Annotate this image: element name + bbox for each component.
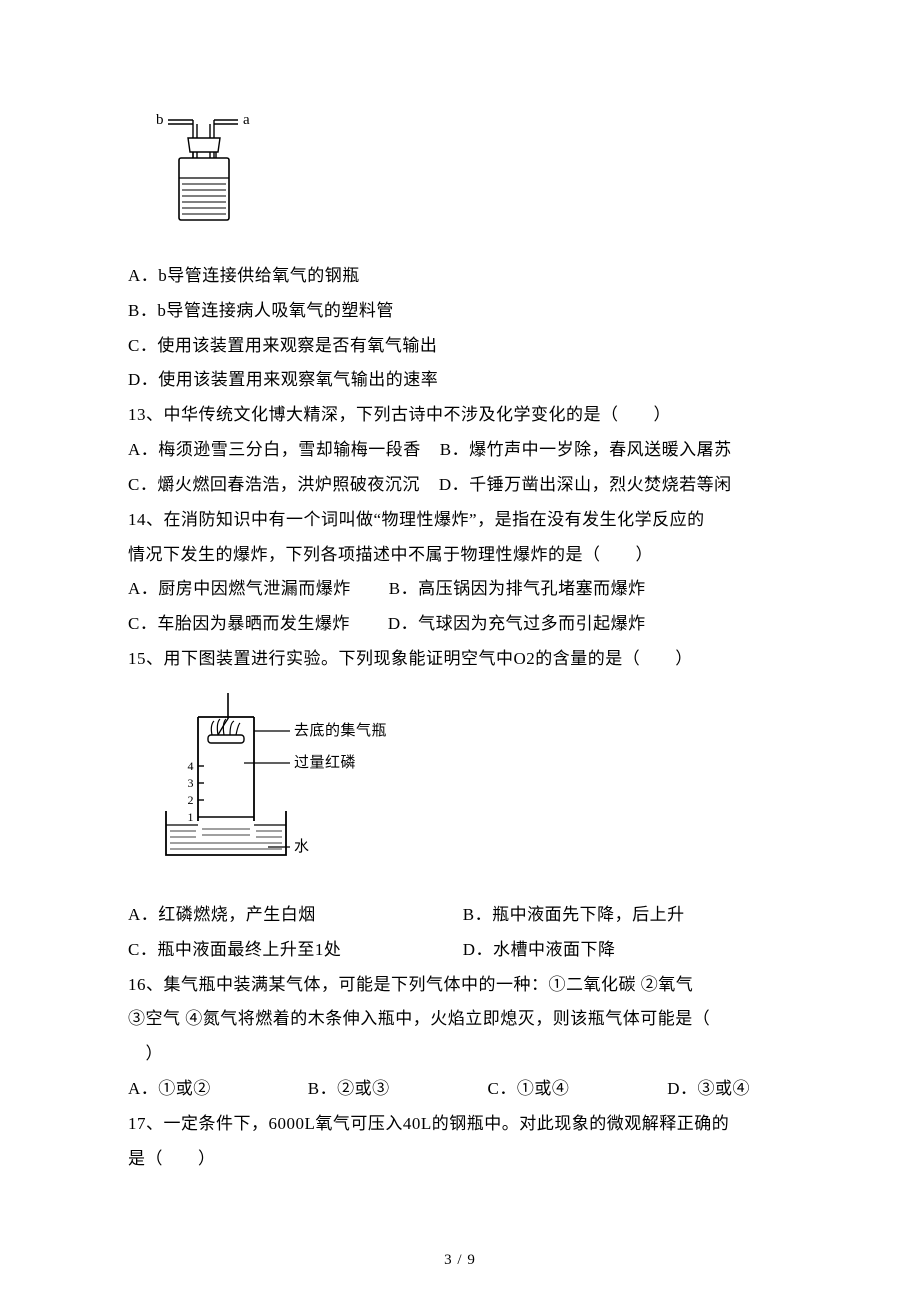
q12-opt-d: D．使用该装置用来观察氧气输出的速率 [128, 363, 792, 398]
q15-row2: C．瓶中液面最终上升至1处 D．水槽中液面下降 [128, 933, 792, 968]
q12-opt-b: B．b导管连接病人吸氧气的塑料管 [128, 294, 792, 329]
page-number: 3 / 9 [0, 1245, 920, 1276]
fig1-label-b: b [156, 112, 164, 128]
q14-stem-2: 情况下发生的爆炸，下列各项描述中不属于物理性爆炸的是（ ） [128, 538, 792, 573]
q13-opt-b: B．爆竹声中一岁除，春风送暖入屠苏 [440, 440, 732, 459]
fig1-label-a: a [243, 112, 250, 128]
q17-stem-1: 17、一定条件下，6000L氧气可压入40L的钢瓶中。对此现象的微观解释正确的 [128, 1107, 792, 1142]
q13-row2: C．爝火燃回春浩浩，洪炉照破夜沉沉 D．千锤万凿出深山，烈火焚烧若等闲 [128, 468, 792, 503]
q14-opt-b: B．高压锅因为排气孔堵塞而爆炸 [389, 579, 646, 598]
q14-opt-a: A．厨房中因燃气泄漏而爆炸 [128, 579, 351, 598]
q15-opt-c: C．瓶中液面最终上升至1处 [128, 933, 458, 968]
q16-stem-3: ） [128, 1037, 792, 1072]
svg-text:2: 2 [188, 793, 195, 807]
svg-text:1: 1 [188, 810, 195, 824]
fig2-label-water: 水 [294, 838, 310, 855]
q15-opt-d: D．水槽中液面下降 [463, 940, 616, 959]
q14-row2: C．车胎因为暴晒而发生爆炸 D．气球因为充气过多而引起爆炸 [128, 607, 792, 642]
fig2-label-redp: 过量红磷 [294, 754, 356, 771]
q14-opt-c: C．车胎因为暴晒而发生爆炸 [128, 614, 350, 633]
q12-opt-c: C．使用该装置用来观察是否有氧气输出 [128, 329, 792, 364]
q15-row1: A．红磷燃烧，产生白烟 B．瓶中液面先下降，后上升 [128, 898, 792, 933]
q16-stem-1: 16、集气瓶中装满某气体，可能是下列气体中的一种：①二氧化碳 ②氧气 [128, 968, 792, 1003]
q12-opt-a: A．b导管连接供给氧气的钢瓶 [128, 259, 792, 294]
figure-gas-bottle: b a [138, 110, 792, 243]
q16-opt-d: D．③或④ [667, 1079, 750, 1098]
q13-row1: A．梅须逊雪三分白，雪却输梅一段香 B．爆竹声中一岁除，春风送暖入屠苏 [128, 433, 792, 468]
q16-stem-2: ③空气 ④氮气将燃着的木条伸入瓶中，火焰立即熄灭，则该瓶气体可能是（ [128, 1002, 792, 1037]
q14-opt-d: D．气球因为充气过多而引起爆炸 [388, 614, 646, 633]
q16-opt-b: B．②或③ [308, 1072, 483, 1107]
q15-stem: 15、用下图装置进行实验。下列现象能证明空气中O2的含量的是（ ） [128, 642, 792, 677]
figure-air-o2: 4 3 2 1 [158, 691, 792, 884]
q15-opt-a: A．红磷燃烧，产生白烟 [128, 898, 458, 933]
q16-opt-a: A．①或② [128, 1072, 303, 1107]
q16-opts-row: A．①或② B．②或③ C．①或④ D．③或④ [128, 1072, 792, 1107]
q13-opt-a: A．梅须逊雪三分白，雪却输梅一段香 [128, 440, 421, 459]
fig2-label-bottle: 去底的集气瓶 [294, 722, 387, 739]
q16-opt-c: C．①或④ [488, 1072, 663, 1107]
q13-stem: 13、中华传统文化博大精深，下列古诗中不涉及化学变化的是（ ） [128, 398, 792, 433]
q15-opt-b: B．瓶中液面先下降，后上升 [463, 905, 685, 924]
q14-stem-1: 14、在消防知识中有一个词叫做“物理性爆炸”，是指在没有发生化学反应的 [128, 503, 792, 538]
svg-text:4: 4 [188, 759, 195, 773]
q14-row1: A．厨房中因燃气泄漏而爆炸 B．高压锅因为排气孔堵塞而爆炸 [128, 572, 792, 607]
q17-stem-2: 是（ ） [128, 1142, 792, 1177]
q13-opt-c: C．爝火燃回春浩浩，洪炉照破夜沉沉 [128, 475, 420, 494]
svg-text:3: 3 [188, 776, 195, 790]
q13-opt-d: D．千锤万凿出深山，烈火焚烧若等闲 [439, 475, 732, 494]
